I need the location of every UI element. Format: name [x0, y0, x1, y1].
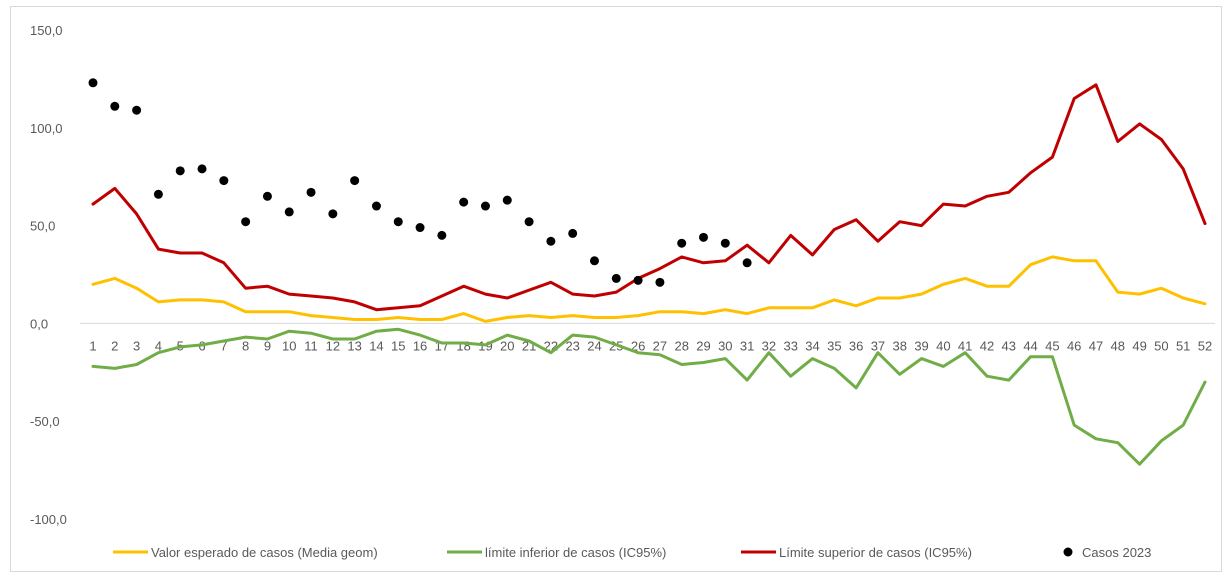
x-tick-label: 10	[282, 338, 296, 353]
data-point	[502, 195, 512, 205]
x-tick-label: 14	[369, 338, 383, 353]
y-axis-ticks: -100,0 -50,0 0,0 50,0 100,0 150,0	[30, 23, 67, 527]
x-tick-label: 12	[326, 338, 340, 353]
x-tick-label: 29	[696, 338, 710, 353]
x-tick-label: 7	[220, 338, 227, 353]
series-line-l-mite-superior-de-casos-ic95	[91, 83, 1207, 312]
data-point	[175, 166, 185, 176]
x-tick-label: 32	[762, 338, 776, 353]
data-point	[241, 217, 251, 227]
x-tick-label: 24	[587, 338, 601, 353]
x-tick-label: 3	[133, 338, 140, 353]
data-point	[568, 228, 578, 238]
y-tick-label: -100,0	[30, 512, 67, 527]
x-tick-label: 18	[456, 338, 470, 353]
x-tick-label: 27	[653, 338, 667, 353]
legend-swatch	[1063, 547, 1073, 557]
x-tick-label: 48	[1111, 338, 1125, 353]
x-tick-label: 52	[1198, 338, 1212, 353]
x-tick-label: 37	[871, 338, 885, 353]
data-point	[546, 236, 556, 246]
x-axis-ticks: 1 2 3 4 5 6 7 8 9 10 11 12 13 14 15 16 17 18 19 20 21 22 23 24 2…	[89, 338, 1212, 353]
y-tick-label: 0,0	[30, 316, 48, 331]
x-tick-label: 45	[1045, 338, 1059, 353]
x-tick-label: 41	[958, 338, 972, 353]
x-tick-label: 47	[1089, 338, 1103, 353]
data-point	[524, 217, 534, 227]
x-tick-label: 9	[264, 338, 271, 353]
chart-area	[10, 6, 1222, 572]
x-tick-label: 28	[674, 338, 688, 353]
data-point	[393, 217, 403, 227]
x-tick-label: 40	[936, 338, 950, 353]
data-point	[633, 275, 643, 285]
data-point	[153, 189, 163, 199]
x-tick-label: 8	[242, 338, 249, 353]
data-point	[742, 258, 752, 268]
x-tick-label: 23	[565, 338, 579, 353]
x-tick-label: 33	[783, 338, 797, 353]
legend: Valor esperado de casos (Media geom) lími…	[113, 545, 1151, 560]
data-point	[132, 105, 142, 115]
x-tick-label: 4	[155, 338, 162, 353]
series-layer	[88, 78, 1207, 466]
x-tick-label: 49	[1132, 338, 1146, 353]
data-point	[371, 201, 381, 211]
x-tick-label: 30	[718, 338, 732, 353]
x-tick-label: 39	[914, 338, 928, 353]
x-tick-label: 38	[893, 338, 907, 353]
x-tick-label: 50	[1154, 338, 1168, 353]
y-tick-label: 150,0	[30, 23, 63, 38]
series-line-valor-esperado-de-casos-media-geom	[91, 255, 1207, 323]
data-point	[350, 176, 360, 186]
data-point	[415, 223, 425, 233]
x-tick-label: 36	[849, 338, 863, 353]
x-tick-label: 15	[391, 338, 405, 353]
x-tick-label: 16	[413, 338, 427, 353]
y-tick-label: 50,0	[30, 219, 55, 234]
x-tick-label: 26	[631, 338, 645, 353]
series-line-l-mite-inferior-de-casos-ic95	[91, 327, 1207, 466]
x-tick-label: 31	[740, 338, 754, 353]
data-point	[262, 191, 272, 201]
data-point	[437, 230, 447, 240]
legend-label: Casos 2023	[1082, 545, 1151, 560]
data-point	[480, 201, 490, 211]
data-point	[720, 238, 730, 248]
legend-label: Valor esperado de casos (Media geom)	[151, 545, 378, 560]
data-point	[284, 207, 294, 217]
x-tick-label: 11	[304, 338, 318, 353]
data-point	[699, 232, 709, 242]
x-tick-label: 13	[347, 338, 361, 353]
data-point	[88, 78, 98, 88]
data-point	[611, 273, 621, 283]
x-tick-label: 51	[1176, 338, 1190, 353]
y-tick-label: -50,0	[30, 414, 60, 429]
y-tick-label: 100,0	[30, 121, 63, 136]
x-tick-label: 34	[805, 338, 819, 353]
x-tick-label: 2	[111, 338, 118, 353]
x-tick-label: 42	[980, 338, 994, 353]
legend-label: Límite superior de casos (IC95%)	[779, 545, 972, 560]
data-point	[655, 277, 665, 287]
x-tick-label: 43	[1002, 338, 1016, 353]
data-point	[677, 238, 687, 248]
data-point	[328, 209, 338, 219]
x-tick-label: 35	[827, 338, 841, 353]
data-point	[219, 176, 229, 186]
x-tick-label: 1	[89, 338, 96, 353]
data-point	[197, 164, 207, 174]
x-tick-label: 44	[1023, 338, 1037, 353]
data-point	[459, 197, 469, 207]
legend-label: límite inferior de casos (IC95%)	[485, 545, 666, 560]
data-point	[306, 187, 316, 197]
data-point	[589, 256, 599, 266]
data-point	[110, 101, 120, 111]
x-tick-label: 46	[1067, 338, 1081, 353]
x-tick-label: 20	[500, 338, 514, 353]
